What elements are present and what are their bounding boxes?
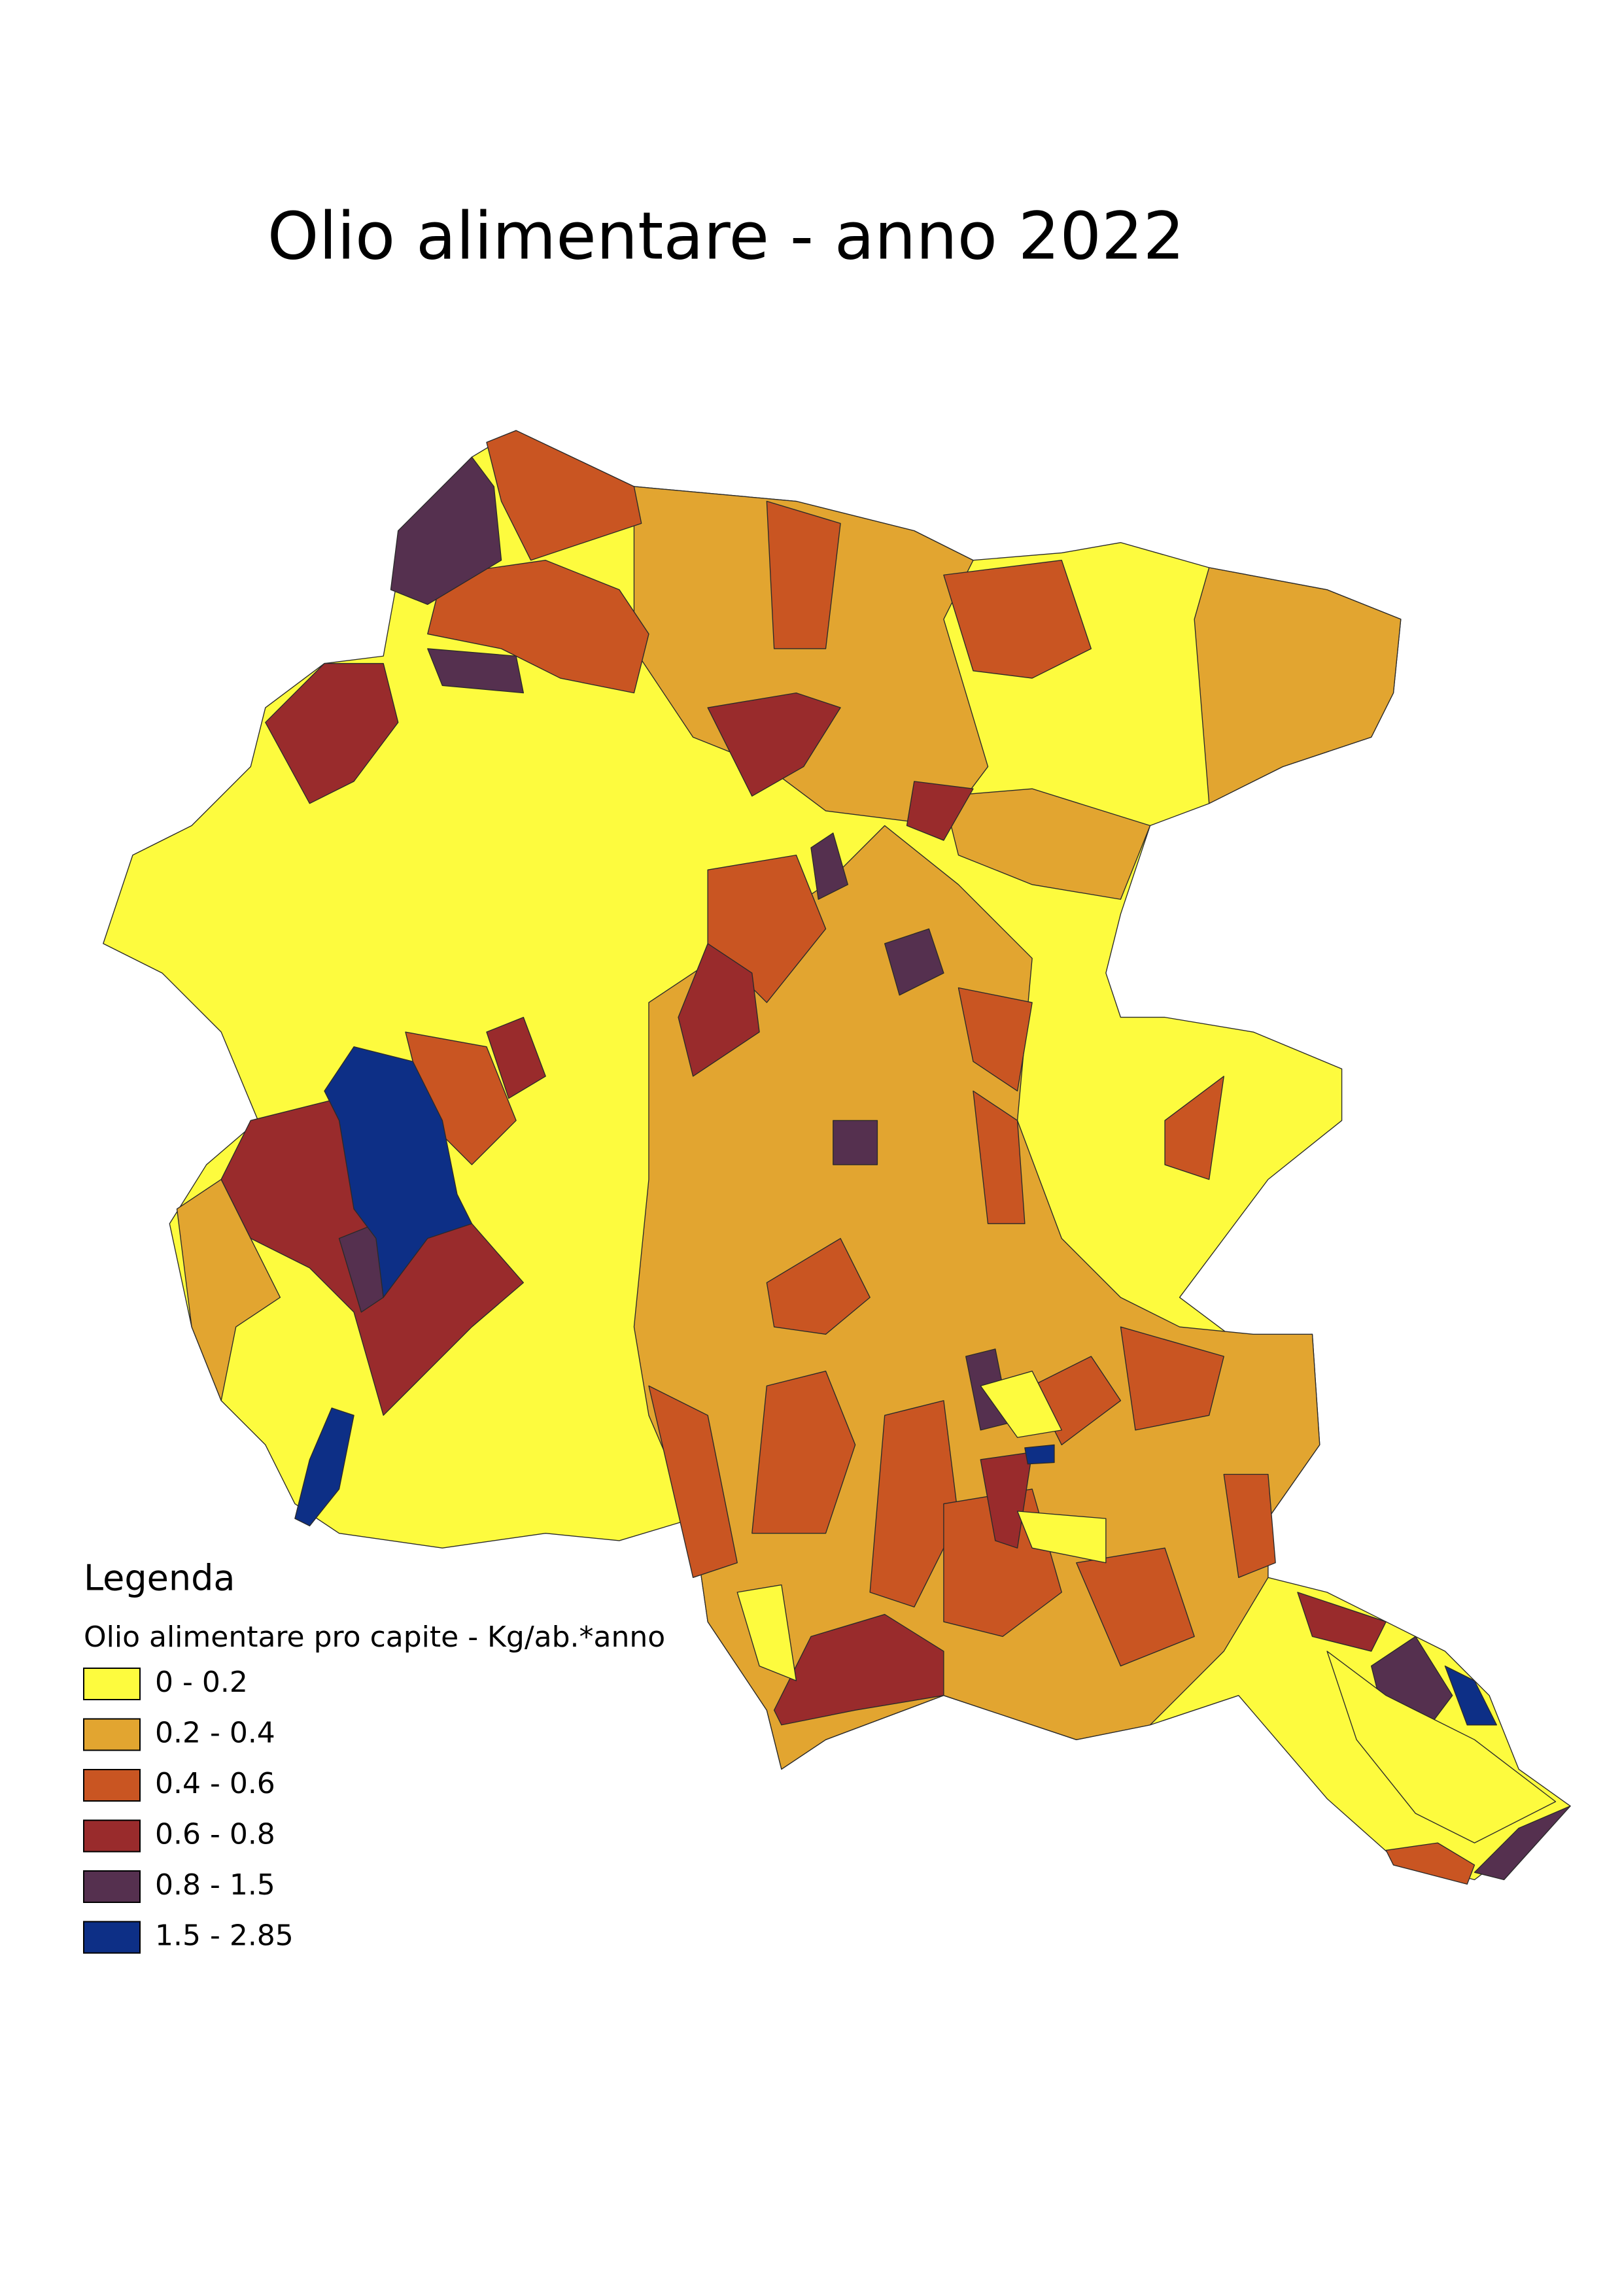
municipality — [869, 1400, 959, 1608]
municipality — [1326, 1651, 1557, 1843]
municipality — [958, 987, 1033, 1092]
municipality — [427, 560, 649, 694]
legend-label: 1.5 - 2.85 — [155, 1919, 294, 1953]
municipality — [1444, 1665, 1497, 1726]
map-regions — [103, 430, 1571, 1885]
municipality — [833, 1120, 878, 1165]
municipality — [427, 648, 525, 694]
municipality — [1164, 1076, 1224, 1180]
municipality — [943, 560, 1092, 679]
municipality — [294, 1407, 354, 1527]
municipality — [766, 500, 841, 649]
municipality — [707, 692, 841, 797]
municipality — [390, 456, 502, 606]
legend-swatch — [83, 1769, 141, 1802]
legend-label: 0.8 - 1.5 — [155, 1868, 275, 1902]
legend-swatch — [83, 1921, 141, 1954]
municipality — [1076, 1547, 1195, 1667]
municipality — [486, 430, 642, 561]
municipality — [980, 1371, 1062, 1438]
municipality — [265, 662, 399, 804]
municipality — [773, 1614, 944, 1726]
municipality — [1194, 567, 1402, 804]
municipality — [1024, 1444, 1055, 1465]
legend-subtitle: Olio alimentare pro capite - Kg/ab.*anno — [84, 1620, 665, 1654]
legend-label: 0.6 - 0.8 — [155, 1818, 275, 1851]
legend-swatch — [83, 1718, 141, 1751]
municipality — [486, 1016, 546, 1099]
legend-swatch — [83, 1819, 141, 1853]
legend: Legenda Olio alimentare pro capite - Kg/… — [83, 1558, 665, 1954]
municipality — [751, 1371, 856, 1534]
municipality — [1016, 1511, 1107, 1564]
municipality — [1385, 1842, 1475, 1885]
map-title: Olio alimentare - anno 2022 — [267, 197, 1185, 274]
legend-label: 0 - 0.2 — [155, 1666, 248, 1699]
municipality — [766, 1238, 871, 1335]
municipality — [1297, 1592, 1387, 1652]
municipality — [648, 1385, 738, 1578]
legend-swatch — [83, 1870, 141, 1903]
municipality — [1120, 1326, 1224, 1431]
municipality — [906, 781, 974, 841]
municipality — [736, 1584, 797, 1681]
municipality — [678, 943, 760, 1077]
municipality — [1474, 1806, 1571, 1881]
municipality — [1223, 1473, 1276, 1578]
legend-label: 0.2 - 0.4 — [155, 1717, 275, 1750]
municipality — [884, 928, 944, 996]
municipality — [980, 1452, 1033, 1549]
municipality — [810, 832, 849, 900]
municipality — [973, 1090, 1026, 1224]
legend-swatch — [83, 1668, 141, 1700]
legend-title: Legenda — [84, 1558, 235, 1599]
municipality — [324, 1046, 473, 1298]
legend-label: 0.4 - 0.6 — [155, 1767, 275, 1800]
municipality — [943, 788, 1151, 900]
